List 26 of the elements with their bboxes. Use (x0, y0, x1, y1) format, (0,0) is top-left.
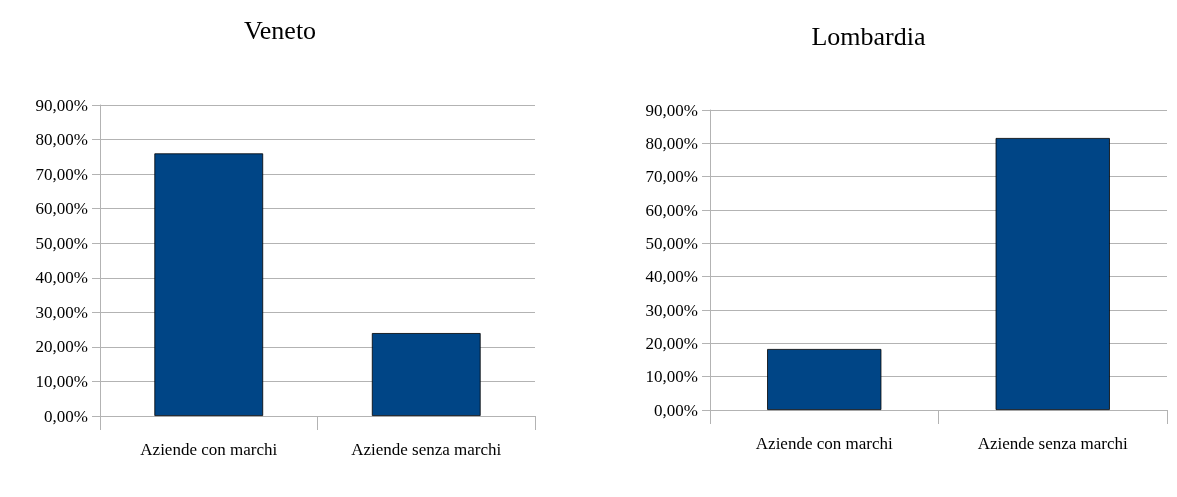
y-tick-label: 30,00% (645, 300, 698, 320)
x-tick-label: Aziende con marchi (140, 439, 278, 459)
y-tick-label: 40,00% (645, 267, 698, 287)
y-tick-label: 20,00% (35, 337, 88, 357)
y-tick-label: 50,00% (35, 233, 88, 253)
x-tick-label: Aziende senza marchi (977, 433, 1129, 453)
y-tick-label: 10,00% (645, 367, 698, 387)
y-tick-label: 40,00% (35, 268, 88, 288)
y-tick-label: 60,00% (645, 200, 698, 220)
y-tick-label: 90,00% (35, 95, 88, 115)
y-tick-label: 10,00% (35, 371, 88, 391)
y-tick-label: 0,00% (44, 406, 88, 426)
y-tick-label: 20,00% (645, 333, 698, 353)
chart-title: Lombardia (811, 21, 926, 51)
y-tick-label: 80,00% (645, 133, 698, 153)
chart-title: Veneto (243, 15, 317, 45)
x-tick-label: Aziende senza marchi (351, 439, 502, 459)
y-tick-label: 70,00% (645, 167, 698, 187)
y-tick-label: 30,00% (35, 302, 88, 322)
y-tick-label: 60,00% (35, 199, 88, 219)
y-tick-label: 90,00% (645, 100, 698, 120)
x-tick-label: Aziende con marchi (755, 433, 893, 453)
y-tick-label: 80,00% (35, 130, 88, 150)
y-tick-label: 70,00% (35, 164, 88, 184)
y-tick-label: 50,00% (645, 233, 698, 253)
y-tick-label: 0,00% (654, 400, 698, 420)
